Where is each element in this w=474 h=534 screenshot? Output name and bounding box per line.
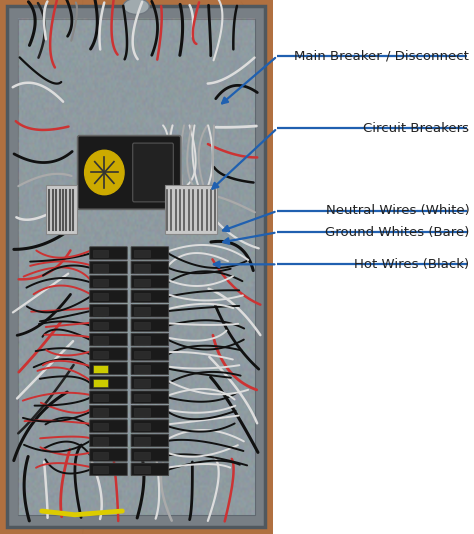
FancyBboxPatch shape [131, 405, 169, 418]
Bar [93, 308, 109, 315]
Bar [93, 293, 109, 301]
Circle shape [85, 150, 124, 195]
Bar [135, 293, 150, 301]
FancyBboxPatch shape [90, 276, 128, 288]
FancyBboxPatch shape [90, 420, 128, 433]
Bar [135, 365, 150, 373]
Text: Main Breaker / Disconnect: Main Breaker / Disconnect [294, 50, 469, 62]
FancyBboxPatch shape [90, 261, 128, 274]
FancyBboxPatch shape [90, 405, 128, 418]
Bar [93, 437, 109, 445]
Bar [135, 423, 150, 430]
Bar [93, 336, 109, 344]
FancyBboxPatch shape [90, 391, 128, 404]
Text: Circuit Breakers: Circuit Breakers [363, 122, 469, 135]
Bar [93, 279, 109, 286]
Ellipse shape [123, 0, 149, 14]
Bar [135, 437, 150, 445]
Bar [93, 409, 109, 416]
Text: Neutral Wires (White): Neutral Wires (White) [326, 205, 469, 217]
Bar [93, 466, 109, 474]
FancyBboxPatch shape [131, 276, 169, 288]
FancyBboxPatch shape [7, 6, 265, 527]
Text: Ground Whites (Bare): Ground Whites (Bare) [325, 226, 469, 239]
FancyBboxPatch shape [131, 434, 169, 447]
FancyBboxPatch shape [133, 143, 173, 202]
Bar [135, 264, 150, 272]
Bar [135, 322, 150, 329]
Bar [93, 351, 109, 358]
Bar [93, 452, 109, 459]
FancyBboxPatch shape [90, 376, 128, 389]
Bar [93, 380, 109, 387]
Bar [93, 264, 109, 272]
FancyBboxPatch shape [90, 348, 128, 360]
FancyBboxPatch shape [131, 348, 169, 360]
Bar [135, 279, 150, 286]
FancyBboxPatch shape [90, 319, 128, 332]
FancyBboxPatch shape [131, 420, 169, 433]
FancyBboxPatch shape [78, 136, 181, 209]
Bar [135, 394, 150, 402]
Bar [93, 250, 109, 257]
Bar [93, 365, 109, 373]
FancyBboxPatch shape [131, 463, 169, 476]
Bar [135, 466, 150, 474]
Text: Hot Wires (Black): Hot Wires (Black) [354, 258, 469, 271]
FancyBboxPatch shape [131, 449, 169, 461]
Bar [135, 308, 150, 315]
FancyBboxPatch shape [131, 304, 169, 317]
FancyBboxPatch shape [131, 333, 169, 346]
Bar [135, 409, 150, 416]
FancyBboxPatch shape [90, 449, 128, 461]
Bar [135, 250, 150, 257]
FancyBboxPatch shape [90, 333, 128, 346]
FancyBboxPatch shape [131, 247, 169, 260]
FancyBboxPatch shape [131, 362, 169, 375]
Bar [135, 336, 150, 344]
FancyBboxPatch shape [131, 319, 169, 332]
Bar [93, 322, 109, 329]
Bar [135, 452, 150, 459]
Bar [46, 185, 77, 234]
Bar [164, 185, 217, 234]
FancyBboxPatch shape [90, 463, 128, 476]
FancyBboxPatch shape [131, 391, 169, 404]
FancyBboxPatch shape [131, 261, 169, 274]
Bar [273, 0, 474, 534]
FancyBboxPatch shape [131, 376, 169, 389]
FancyBboxPatch shape [90, 247, 128, 260]
FancyBboxPatch shape [90, 304, 128, 317]
FancyBboxPatch shape [90, 434, 128, 447]
FancyBboxPatch shape [131, 290, 169, 303]
Bar [135, 380, 150, 387]
FancyBboxPatch shape [90, 362, 128, 375]
FancyBboxPatch shape [90, 290, 128, 303]
Bar [135, 351, 150, 358]
Bar [0, 0, 273, 534]
Bar [93, 423, 109, 430]
Bar [93, 394, 109, 402]
Bar [18, 19, 255, 515]
